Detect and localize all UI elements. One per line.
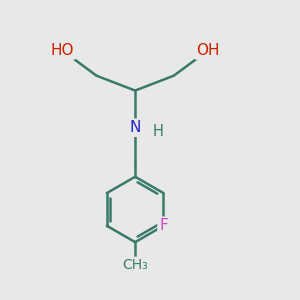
Text: HO: HO <box>51 43 74 58</box>
Text: F: F <box>159 218 168 233</box>
Text: N: N <box>130 120 141 135</box>
Text: H: H <box>152 124 163 139</box>
Text: CH₃: CH₃ <box>122 258 148 272</box>
Text: OH: OH <box>196 43 220 58</box>
